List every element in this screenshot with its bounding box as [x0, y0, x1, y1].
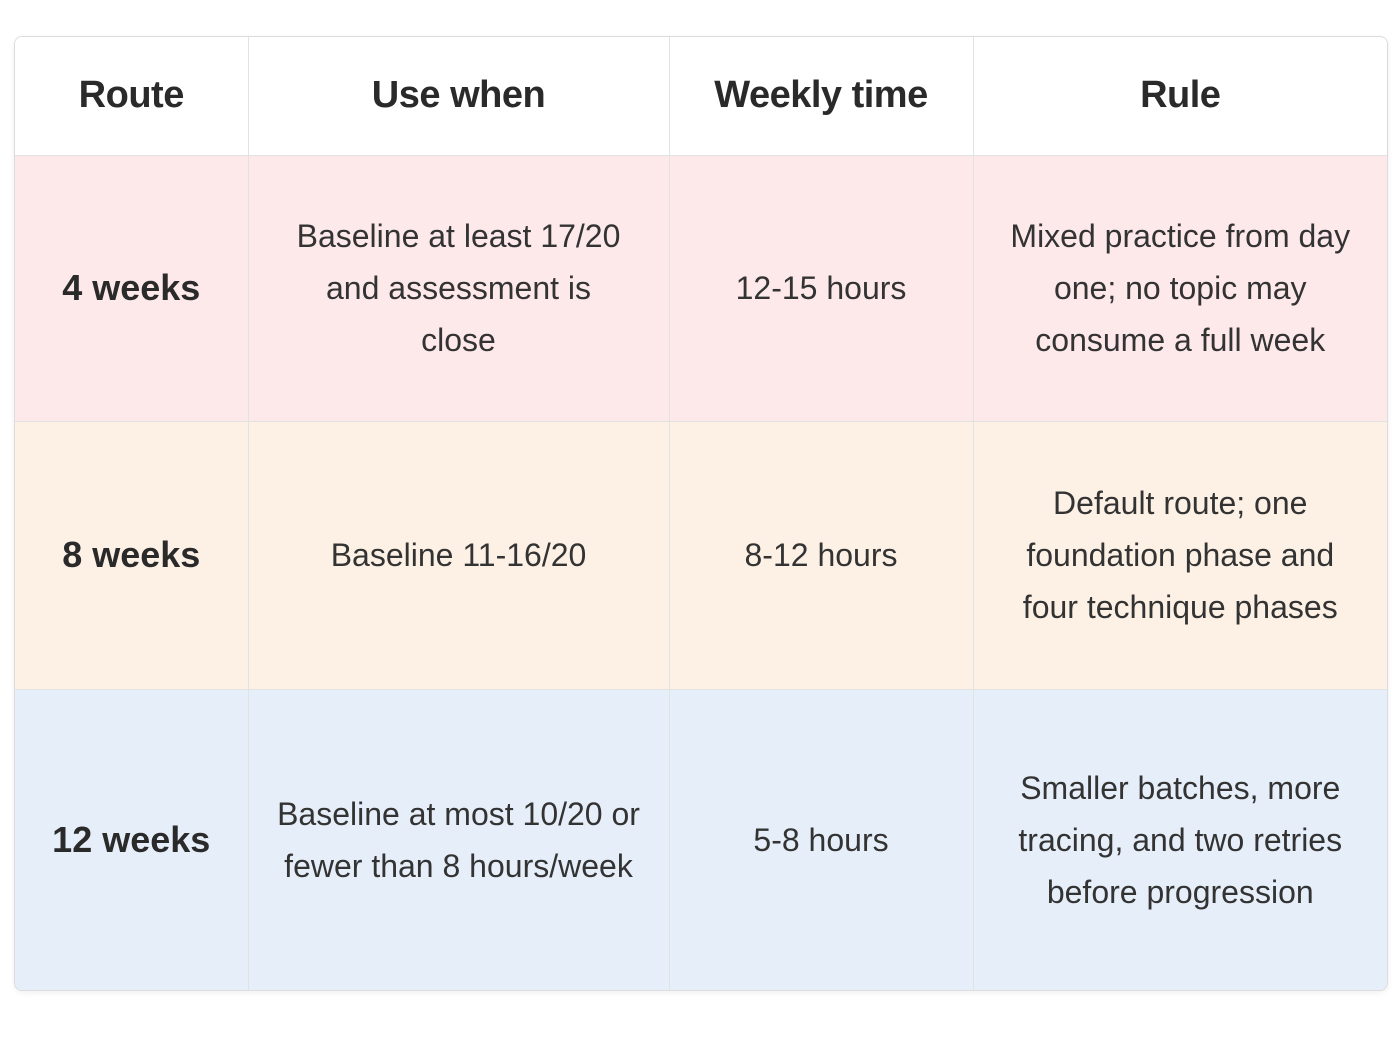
- header-route: Route: [15, 37, 249, 156]
- route-cell: 12 weeks: [15, 689, 249, 990]
- use-when-cell: Baseline 11-16/20: [248, 421, 670, 691]
- route-table: Route Use when Weekly time Rule 4 weeks …: [15, 37, 1387, 990]
- use-when-cell: Baseline at most 10/20 or fewer than 8 h…: [248, 689, 670, 990]
- weekly-time-cell: 5-8 hours: [669, 689, 974, 990]
- header-weekly-time: Weekly time: [669, 37, 974, 156]
- weekly-time-cell: 12-15 hours: [669, 155, 974, 422]
- rule-cell: Mixed practice from day one; no topic ma…: [973, 155, 1387, 422]
- table-header-row: Route Use when Weekly time Rule: [15, 37, 1387, 156]
- weekly-time-cell: 8-12 hours: [669, 421, 974, 691]
- table-row: 4 weeks Baseline at least 17/20 and asse…: [15, 155, 1387, 422]
- rule-cell: Default route; one foundation phase and …: [973, 421, 1387, 691]
- table-row: 8 weeks Baseline 11-16/20 8-12 hours Def…: [15, 421, 1387, 691]
- rule-cell: Smaller batches, more tracing, and two r…: [1018, 770, 1343, 911]
- route-cell: 4 weeks: [15, 155, 249, 422]
- use-when-cell: Baseline at least 17/20 and assessment i…: [248, 155, 670, 422]
- route-table-card: Route Use when Weekly time Rule 4 weeks …: [14, 36, 1388, 991]
- table-row: 12 weeks Baseline at most 10/20 or fewer…: [15, 689, 1387, 990]
- route-cell: 8 weeks: [15, 421, 249, 691]
- header-use-when: Use when: [248, 37, 670, 156]
- header-rule: Rule: [973, 37, 1387, 156]
